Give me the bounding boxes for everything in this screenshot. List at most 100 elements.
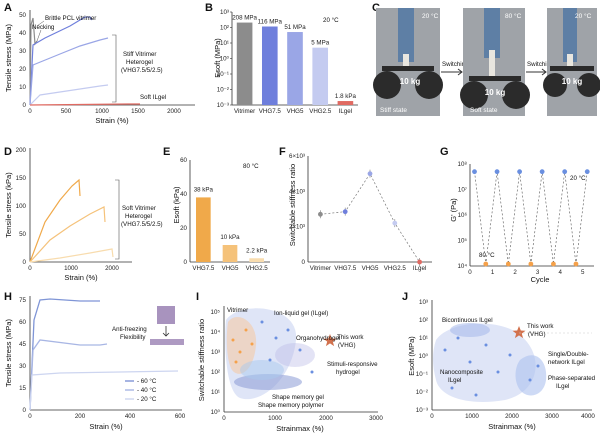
f-ytick: 2×10³ bbox=[289, 224, 305, 231]
photo-hand-3 bbox=[563, 8, 577, 62]
b-ytick: 10⁻³ bbox=[217, 102, 229, 109]
i-ylabel: Switchable stiffness ratio bbox=[197, 319, 206, 401]
i-xtick: 2000 bbox=[319, 415, 333, 422]
j-point bbox=[536, 364, 540, 368]
panel-i: I 10⁰ 10¹ 10² 10³ 10⁴ 10⁵ 0 1000 2000 30… bbox=[196, 291, 383, 433]
photo-sample-1 bbox=[403, 54, 409, 68]
j-point bbox=[443, 348, 447, 352]
b-xtick: ILgel bbox=[339, 108, 352, 115]
chart-g: 10⁴ 10⁵ 10⁶ 10⁷ 10⁸ 0 1 2 3 4 5 bbox=[457, 161, 594, 276]
j-xtick: 2000 bbox=[505, 413, 519, 420]
b-bar bbox=[261, 26, 278, 105]
e-ytick: 0 bbox=[184, 259, 188, 266]
b-xtick: VHG7.5 bbox=[259, 108, 282, 115]
c-state-2: Soft state bbox=[470, 107, 498, 114]
d-xlabel: Strain (%) bbox=[64, 273, 98, 282]
d-ylabel: Tensile stress (kPa) bbox=[4, 172, 13, 238]
i-xtick: 1000 bbox=[268, 415, 282, 422]
h-legend-2: - 40 °C bbox=[137, 387, 157, 394]
panel-letter-g: G bbox=[440, 146, 449, 158]
f-trend-line bbox=[320, 172, 420, 263]
f-point bbox=[367, 171, 373, 177]
i-ytick: 10³ bbox=[211, 349, 220, 356]
a-ann-brittle: Brittle PCL vitrimer bbox=[45, 15, 96, 22]
g-point-hot bbox=[505, 261, 511, 267]
a-ann-stiff-3: (VHG7.5/5/2.5) bbox=[121, 67, 163, 74]
e-xtick: VHG5 bbox=[222, 265, 239, 272]
g-xtick: 5 bbox=[581, 269, 585, 276]
b-ytick: 10⁰ bbox=[220, 56, 230, 63]
f-xtick: VHG7.5 bbox=[334, 265, 357, 272]
i-label-ion: Ion-liquid gel (ILgel) bbox=[274, 310, 328, 317]
h-ytick: 45 bbox=[19, 341, 26, 348]
i-ytick: 10¹ bbox=[211, 389, 220, 396]
h-ytick: 75 bbox=[19, 297, 26, 304]
h-xtick: 200 bbox=[75, 413, 86, 420]
g-point-cold bbox=[517, 169, 522, 175]
i-point bbox=[310, 370, 314, 374]
a-xtick: 1000 bbox=[95, 108, 109, 115]
a-ann-stiff-1: Stiff Vitrimer bbox=[123, 51, 156, 58]
i-xtick: 0 bbox=[222, 415, 226, 422]
e-value-label: 38 kPa bbox=[194, 186, 214, 193]
i-point bbox=[260, 320, 264, 324]
j-label-phase-1: Phase-separated bbox=[548, 375, 596, 382]
panel-letter-h: H bbox=[4, 291, 12, 303]
chart-f: 0 2×10³ 4×10³ 6×10³ Vitrimer VHG7.5 VHG5 VHG2.5… bbox=[289, 153, 432, 272]
b-ylabel: Esoft (MPa) bbox=[213, 38, 222, 78]
e-value-label: 2.2 kPa bbox=[246, 247, 268, 254]
b-ytick: 10⁻¹ bbox=[217, 71, 229, 78]
h-curve-m20 bbox=[29, 370, 179, 411]
panel-e: E Esoft (kPa) 80 °C 0 20 40 60 38 kPa VHG7.5 1… bbox=[163, 146, 270, 272]
j-point bbox=[456, 336, 460, 340]
g-xtick: 0 bbox=[468, 269, 472, 276]
j-label-this-2: (VHG) bbox=[528, 331, 546, 338]
photo-sample-2 bbox=[489, 50, 495, 78]
c-temp-2: 80 °C bbox=[505, 12, 522, 20]
c-arrow-2 bbox=[526, 68, 547, 76]
g-xtick: 3 bbox=[536, 269, 540, 276]
i-ytick: 10⁴ bbox=[210, 329, 220, 336]
a-arrow-necking bbox=[36, 29, 42, 42]
d-curve-vhg75 bbox=[29, 178, 81, 263]
j-ytick: 10⁰ bbox=[419, 353, 429, 360]
j-xtick: 0 bbox=[430, 413, 434, 420]
j-ytick: 10² bbox=[419, 317, 428, 324]
a-ytick: 20 bbox=[19, 66, 26, 73]
d-ytick: 150 bbox=[16, 175, 27, 182]
a-arrow-brittle bbox=[36, 20, 45, 27]
a-ytick: 50 bbox=[19, 12, 26, 19]
f-xtick: VHG2.5 bbox=[384, 265, 407, 272]
c-weight-3: 10 kg bbox=[562, 77, 583, 86]
d-ytick: 50 bbox=[19, 231, 26, 238]
g-point-hot bbox=[551, 261, 556, 267]
j-label-bicont: Bicontinuous ILgel bbox=[442, 317, 493, 324]
j-ylabel: Esoft (MPa) bbox=[407, 336, 416, 376]
d-bracket bbox=[115, 179, 120, 260]
i-label-organo: Organohydrogel bbox=[296, 335, 340, 342]
a-xtick: 2000 bbox=[167, 108, 181, 115]
i-point bbox=[268, 358, 272, 362]
h-inset-icon bbox=[157, 306, 175, 324]
i-xlabel: Strainmax (%) bbox=[276, 424, 324, 433]
panel-letter-b: B bbox=[205, 2, 213, 14]
b-xtick: VHG2.5 bbox=[309, 108, 332, 115]
panel-c: C 10 kg 20 °C Stiff state Switching 10 k… bbox=[372, 2, 600, 116]
a-ytick: 30 bbox=[19, 48, 26, 55]
i-point bbox=[250, 342, 254, 346]
a-ann-necking: Necking bbox=[32, 24, 55, 31]
b-xtick: VHG5 bbox=[287, 108, 304, 115]
photo-plate-1a bbox=[373, 71, 401, 99]
e-value-label: 10 kPa bbox=[220, 234, 240, 241]
i-label-this-1: This work bbox=[337, 334, 364, 341]
j-region-phase bbox=[515, 355, 547, 396]
i-label-vitrimer: Vitrimer bbox=[227, 307, 248, 314]
h-ytick: 0 bbox=[23, 407, 27, 414]
c-switching-2: Switching bbox=[527, 61, 554, 68]
i-point bbox=[234, 360, 238, 364]
g-ytick: 10⁴ bbox=[457, 263, 467, 270]
a-curve-ilgel bbox=[29, 103, 140, 106]
h-ytick: 15 bbox=[19, 385, 26, 392]
f-xtick: VHG5 bbox=[362, 265, 379, 272]
